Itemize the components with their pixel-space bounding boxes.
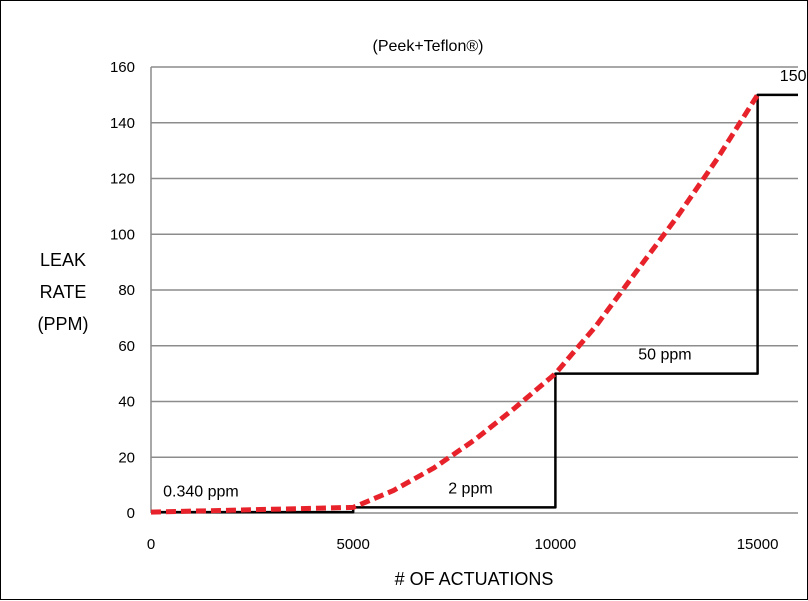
x-tick-label: 10000	[535, 536, 577, 553]
y-tick-label: 60	[118, 338, 135, 355]
x-tick-label: 5000	[337, 536, 370, 553]
y-tick-label: 160	[110, 59, 135, 76]
y-tick-label: 140	[110, 115, 135, 132]
y-axis-title-line: (PPM)	[38, 314, 89, 334]
data-annotation: 2 ppm	[448, 480, 492, 497]
step-line-solid	[151, 93, 798, 514]
y-tick-label: 0	[127, 505, 135, 522]
trend-curve-dashed	[150, 93, 760, 515]
x-tick-label: 0	[147, 536, 155, 553]
y-tick-label: 100	[110, 226, 135, 243]
data-annotation: 50 ppm	[638, 347, 691, 364]
x-tick-label: 15000	[737, 536, 779, 553]
y-tick-label: 20	[118, 449, 135, 466]
x-axis-title: # OF ACTUATIONS	[395, 569, 554, 589]
data-annotation: 150 ppm	[780, 68, 808, 85]
data-annotation: 0.340 ppm	[163, 483, 239, 500]
y-tick-label: 120	[110, 171, 135, 188]
chart-title: (Peek+Teflon®)	[373, 38, 484, 55]
y-tick-label: 40	[118, 394, 135, 411]
y-tick-label: 80	[118, 282, 135, 299]
y-axis-title-line: RATE	[40, 282, 87, 302]
y-axis-title-line: LEAK	[40, 250, 86, 270]
